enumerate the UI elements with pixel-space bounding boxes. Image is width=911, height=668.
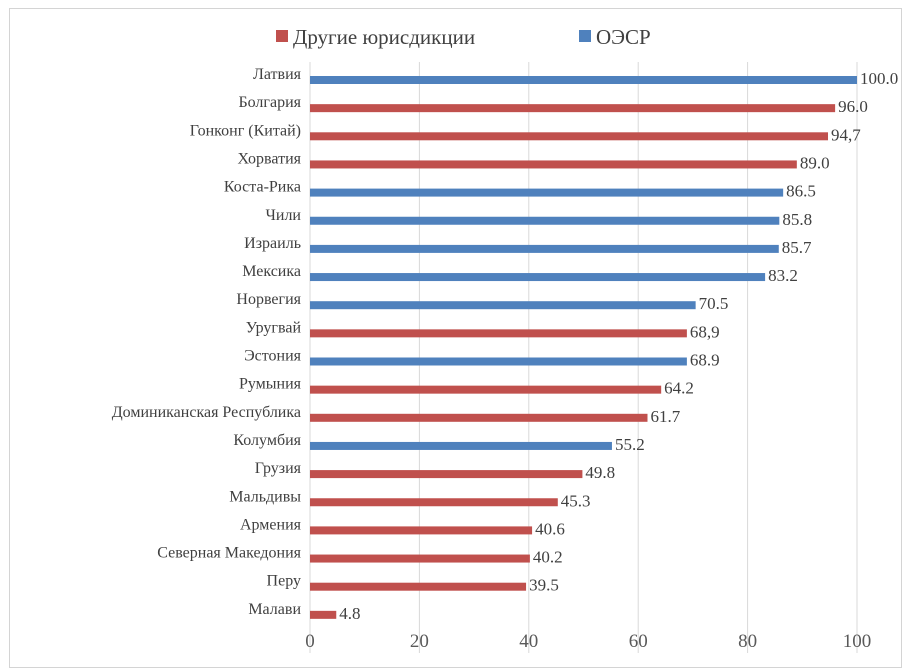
bar — [310, 498, 558, 507]
category-label: Болгария — [238, 94, 301, 111]
x-tick-label: 0 — [305, 631, 315, 652]
legend-swatch — [276, 30, 288, 42]
category-label: Доминиканская Республика — [112, 404, 301, 421]
data-label: 68,9 — [690, 322, 720, 341]
category-label: Гонконг (Китай) — [190, 122, 301, 139]
data-label: 85.7 — [782, 238, 812, 257]
x-tick-label: 60 — [629, 631, 648, 652]
bar — [310, 610, 337, 619]
legend: Другие юрисдикции ОЭСР — [276, 25, 651, 49]
category-label: Чили — [265, 207, 301, 224]
data-label: 94,7 — [831, 125, 861, 144]
bar — [310, 104, 836, 113]
category-label: Мальдивы — [229, 488, 301, 505]
data-label: 40.2 — [533, 548, 563, 567]
bar — [310, 273, 766, 282]
bar — [310, 413, 648, 422]
bar — [310, 357, 687, 366]
x-tick-label: 20 — [410, 631, 429, 652]
bar — [310, 470, 583, 479]
data-label: 64.2 — [664, 379, 694, 398]
data-label: 55.2 — [615, 435, 645, 454]
x-tick-label: 40 — [519, 631, 538, 652]
bar — [310, 76, 857, 84]
data-label: 70.5 — [699, 294, 729, 313]
bar — [310, 216, 780, 225]
data-label: 49.8 — [585, 463, 615, 482]
category-label: Коста-Рика — [224, 179, 301, 196]
data-label: 68.9 — [690, 351, 720, 370]
data-label: 100.0 — [860, 69, 898, 88]
category-label: Армения — [240, 516, 302, 533]
bar — [310, 441, 612, 450]
category-label: Мексика — [242, 263, 301, 280]
category-label: Северная Македония — [157, 545, 301, 562]
category-label: Латвия — [253, 66, 302, 83]
legend-label: Другие юрисдикции — [293, 25, 475, 49]
bar — [310, 244, 779, 253]
data-label: 61.7 — [650, 407, 680, 426]
data-label: 86.5 — [786, 182, 816, 201]
category-label: Хорватия — [238, 150, 302, 167]
bar — [310, 554, 530, 563]
bar — [310, 582, 527, 591]
bar — [310, 329, 687, 338]
category-label: Уругвай — [246, 319, 302, 336]
category-label: Перу — [267, 573, 301, 590]
data-label: 40.6 — [535, 519, 565, 538]
category-label: Грузия — [255, 460, 302, 477]
data-label: 83.2 — [768, 266, 798, 285]
category-label: Румыния — [239, 376, 302, 393]
bar — [310, 385, 662, 394]
legend-label: ОЭСР — [596, 25, 651, 49]
data-label: 4.8 — [339, 604, 360, 623]
category-label: Эстония — [244, 348, 302, 365]
x-tick-label: 100 — [843, 631, 872, 652]
bar — [310, 132, 829, 141]
category-label: Колумбия — [233, 432, 301, 449]
bar-chart: Другие юрисдикции ОЭСР Латвия 100.0 Болгари… — [112, 25, 899, 653]
x-axis-ticks: 0 20 40 60 80 100 — [305, 631, 871, 652]
bar — [310, 188, 784, 197]
category-label: Малави — [248, 601, 301, 618]
x-tick-label: 80 — [738, 631, 757, 652]
bar — [310, 301, 696, 310]
data-label: 85.8 — [782, 210, 812, 229]
data-label: 96.0 — [838, 97, 868, 116]
legend-swatch — [579, 30, 591, 42]
bar — [310, 160, 797, 169]
data-label: 39.5 — [529, 576, 559, 595]
data-label: 45.3 — [561, 491, 591, 510]
bars: Латвия 100.0 Болгария 96.0 Гонконг (Китай) 94… — [112, 66, 899, 623]
category-label: Израиль — [244, 235, 301, 252]
data-label: 89.0 — [800, 153, 830, 172]
category-label: Норвегия — [236, 291, 301, 308]
bar — [310, 526, 533, 535]
